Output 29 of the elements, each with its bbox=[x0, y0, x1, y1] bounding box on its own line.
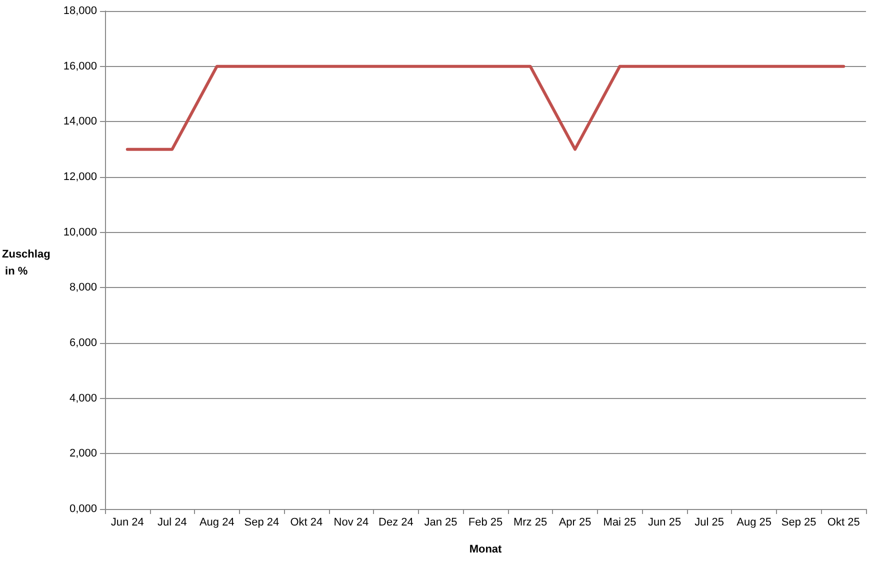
x-tick-label: Mrz 25 bbox=[513, 516, 548, 528]
y-tick-label: 0,000 bbox=[69, 503, 97, 515]
y-tick-label: 8,000 bbox=[69, 282, 97, 294]
x-tick-label: Jul 24 bbox=[157, 516, 187, 528]
x-axis-title: Monat bbox=[469, 544, 502, 556]
x-tick-label: Nov 24 bbox=[334, 516, 369, 528]
x-tick-label: Feb 25 bbox=[468, 516, 503, 528]
y-tick-label: 16,000 bbox=[63, 60, 97, 72]
x-tick-label: Okt 24 bbox=[290, 516, 323, 528]
y-tick-label: 6,000 bbox=[69, 337, 97, 349]
x-tick-label: Aug 24 bbox=[199, 516, 234, 528]
x-tick-label: Sep 25 bbox=[781, 516, 816, 528]
y-tick-label: 2,000 bbox=[69, 448, 97, 460]
x-tick-label: Jun 24 bbox=[110, 516, 144, 528]
y-tick-label: 12,000 bbox=[63, 171, 97, 183]
y-tick-label: 14,000 bbox=[63, 116, 97, 128]
y-tick-label: 18,000 bbox=[63, 5, 97, 17]
x-tick-label: Sep 24 bbox=[244, 516, 280, 528]
y-axis-title: Zuschlag in % bbox=[2, 248, 50, 278]
y-tick-label: 4,000 bbox=[69, 392, 97, 404]
y-tick-label: 10,000 bbox=[63, 226, 97, 238]
x-tick-label: Aug 25 bbox=[736, 516, 772, 528]
x-tick-label: Okt 25 bbox=[827, 516, 860, 528]
x-tick-label: Jul 25 bbox=[694, 516, 724, 528]
x-tick-label: Apr 25 bbox=[558, 516, 592, 528]
x-tick-label: Mai 25 bbox=[603, 516, 636, 528]
x-tick-label: Jun 25 bbox=[648, 516, 682, 528]
x-tick-label: Dez 24 bbox=[378, 516, 414, 528]
x-tick-label: Jan 25 bbox=[424, 516, 458, 528]
